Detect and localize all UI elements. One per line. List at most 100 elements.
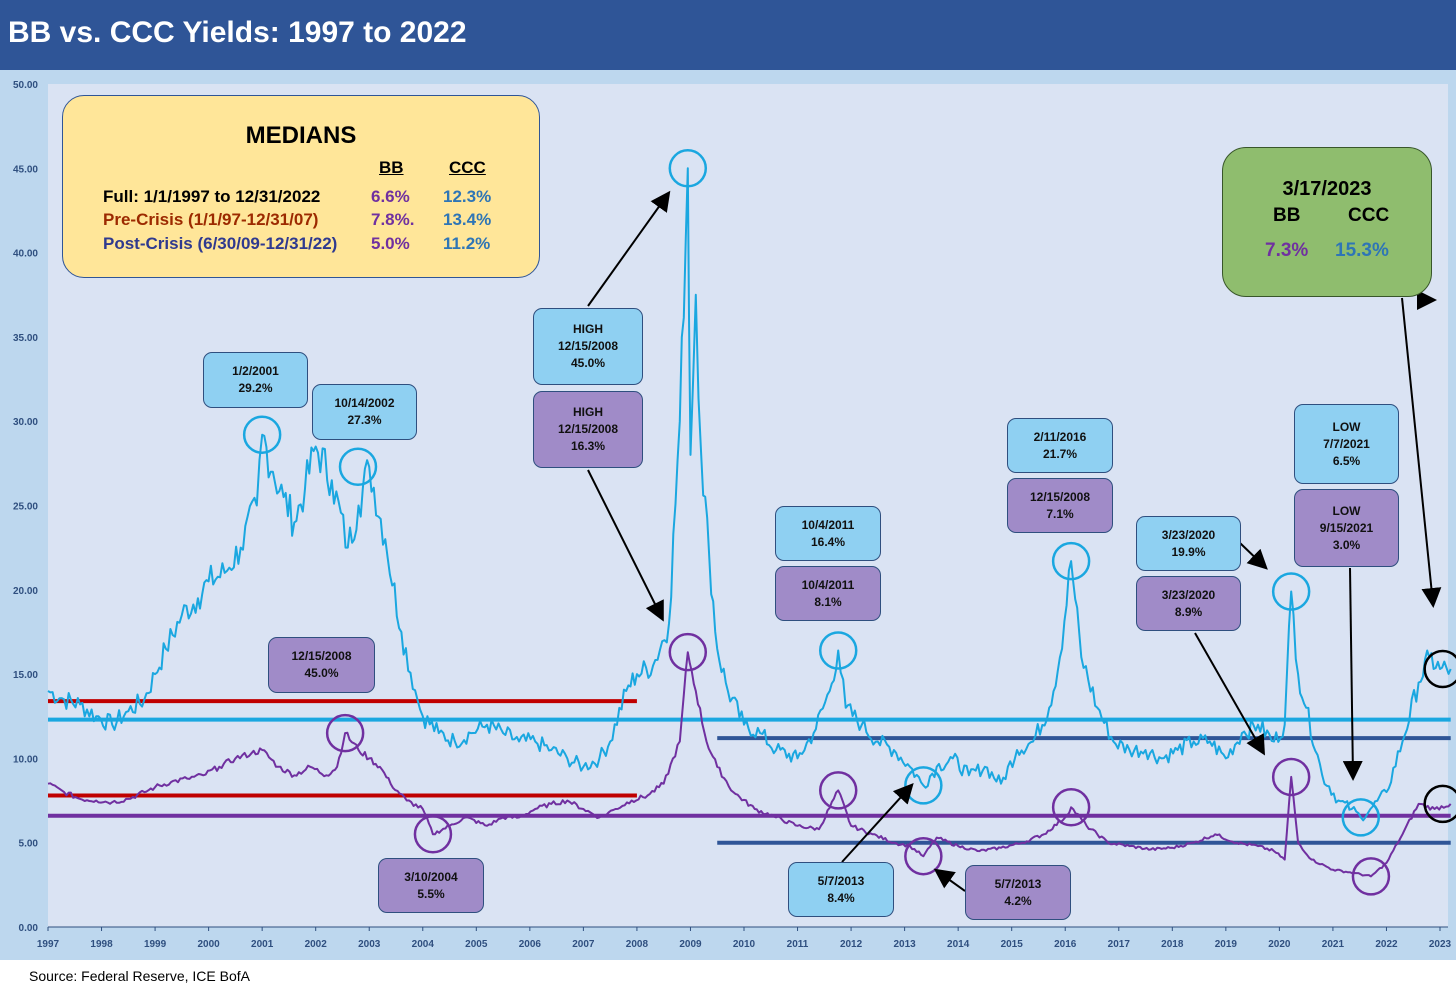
callout-text: 6.5% <box>1332 453 1361 468</box>
callout-text: 5/7/2013 <box>817 873 865 888</box>
highlight-circle <box>1271 757 1311 797</box>
highlight-circle <box>1341 798 1381 837</box>
callout-arrow <box>1401 297 1442 608</box>
callout-bb-2020: 3/23/2020 8.9% <box>1136 576 1241 631</box>
callout-ccc-2013: 5/7/2013 8.4% <box>788 862 894 917</box>
highlight-circle <box>818 771 858 810</box>
callout-text: 45.0% <box>570 356 606 370</box>
x-tick-label: 2022 <box>1375 939 1398 950</box>
y-tick-label: 20.00 <box>13 586 38 597</box>
highlight-circle <box>325 713 365 753</box>
x-tick-label: 2004 <box>412 939 435 950</box>
medians-col-ccc: CCC <box>449 158 486 177</box>
callout-text: 3/10/2004 <box>404 869 458 884</box>
callout-text: 7.1% <box>1046 506 1074 521</box>
source-note: Source: Federal Reserve, ICE BofA <box>29 968 250 984</box>
x-tick-label: 2013 <box>893 939 916 950</box>
x-tick-label: 2000 <box>197 939 220 950</box>
callout-bb-high: HIGH 12/15/2008 16.3% <box>533 391 643 468</box>
callout-text: 4.2% <box>1004 893 1032 908</box>
callout-text: 9/15/2021 <box>1319 520 1374 535</box>
callout-text: 12/15/2008 <box>557 339 619 353</box>
latest-date: 3/17/2023 <box>1282 178 1372 200</box>
callout-text: 29.2% <box>238 381 273 395</box>
x-tick-label: 2012 <box>840 939 863 950</box>
callout-ccc-2001: 1/2/2001 29.2% <box>203 352 308 408</box>
callout-text: 7/7/2021 <box>1323 436 1370 451</box>
x-tick-label: 2014 <box>947 939 970 950</box>
x-tick-label: 2023 <box>1429 939 1452 950</box>
medians-row-pre-label: Pre-Crisis (1/1/97-12/31/07) <box>103 210 319 229</box>
medians-heading: MEDIANS <box>245 122 357 149</box>
callout-bb-2016: 12/15/2008 7.1% <box>1007 478 1113 533</box>
x-tick-label: 1998 <box>90 939 113 950</box>
x-tick-label: 2006 <box>519 939 542 950</box>
callout-arrow <box>841 783 914 863</box>
latest-ccc-value: 15.3% <box>1335 240 1389 261</box>
callout-arrow <box>1194 632 1265 756</box>
callout-bb-low: LOW 9/15/2021 3.0% <box>1294 489 1399 567</box>
callout-ccc-high: HIGH 12/15/2008 45.0% <box>533 308 643 385</box>
highlight-circle <box>242 415 282 454</box>
x-tick-label: 2008 <box>626 939 649 950</box>
callout-text: 8.9% <box>1174 604 1203 619</box>
callout-ccc-2011: 10/4/2011 16.4% <box>775 506 881 561</box>
callout-text: LOW <box>1332 503 1361 518</box>
callout-text: 5/7/2013 <box>994 876 1042 891</box>
x-tick-label: 2015 <box>1001 939 1024 950</box>
callout-ccc-2020: 3/23/2020 19.9% <box>1136 516 1241 571</box>
highlight-circle <box>1423 784 1456 824</box>
x-tick-label: 2019 <box>1215 939 1238 950</box>
highlight-circle <box>668 149 708 188</box>
x-tick-label: 2007 <box>572 939 595 950</box>
chart-title: BB vs. CCC Yields: 1997 to 2022 <box>8 16 467 49</box>
callout-text: 12/15/2008 <box>557 422 619 436</box>
medians-row-post-label: Post-Crisis (6/30/09-12/31/22) <box>103 234 338 253</box>
callout-text: 8.4% <box>827 890 855 905</box>
callout-text: 3/23/2020 <box>1161 527 1216 542</box>
callout-text: HIGH <box>573 322 603 336</box>
x-tick-label: 2016 <box>1054 939 1077 950</box>
highlight-circle <box>1423 649 1456 689</box>
x-tick-label: 1997 <box>37 939 60 950</box>
highlight-circle <box>668 632 708 672</box>
latest-bb-label: BB <box>1273 205 1301 226</box>
x-tick-label: 2020 <box>1268 939 1291 950</box>
callout-text: 10/4/2011 <box>801 577 855 592</box>
callout-text: 12/15/2008 <box>291 649 352 663</box>
y-tick-label: 40.00 <box>13 249 38 260</box>
x-tick-label: 2003 <box>358 939 381 950</box>
y-tick-label: 35.00 <box>13 333 38 344</box>
medians-col-bb: BB <box>379 158 404 177</box>
callout-text: 10/14/2002 <box>334 396 395 410</box>
medians-row-full-ccc: 12.3% <box>443 187 492 206</box>
callout-text: 21.7% <box>1042 446 1078 461</box>
y-tick-label: 25.00 <box>13 502 38 513</box>
medians-row-full-bb: 6.6% <box>371 187 410 206</box>
callout-bb-2011: 10/4/2011 8.1% <box>775 566 881 621</box>
callout-text: 16.4% <box>810 534 846 549</box>
callout-text: HIGH <box>573 405 603 419</box>
x-tick-label: 2009 <box>679 939 702 950</box>
callout-text: 5.5% <box>417 886 445 901</box>
callout-arrow <box>587 469 664 622</box>
callout-text: 27.3% <box>347 413 382 427</box>
highlight-circle <box>413 815 453 854</box>
callout-arrow <box>1239 542 1268 570</box>
x-tick-label: 2017 <box>1108 939 1131 950</box>
callout-arrow <box>933 868 966 892</box>
callout-text: 3.0% <box>1332 537 1361 552</box>
callout-arrow <box>1342 567 1363 781</box>
title-bar: BB vs. CCC Yields: 1997 to 2022 <box>0 0 1456 70</box>
x-tick-label: 2001 <box>251 939 274 950</box>
bb-series-line <box>47 651 1452 878</box>
x-tick-label: 2005 <box>465 939 488 950</box>
highlight-circle <box>338 447 378 486</box>
ccc-series-line <box>47 167 1452 822</box>
highlight-circle <box>818 631 858 670</box>
callout-text: 19.9% <box>1171 544 1206 559</box>
callout-ccc-low: LOW 7/7/2021 6.5% <box>1294 404 1399 484</box>
x-tick-label: 2011 <box>787 939 809 950</box>
x-tick-label: 2010 <box>733 939 756 950</box>
